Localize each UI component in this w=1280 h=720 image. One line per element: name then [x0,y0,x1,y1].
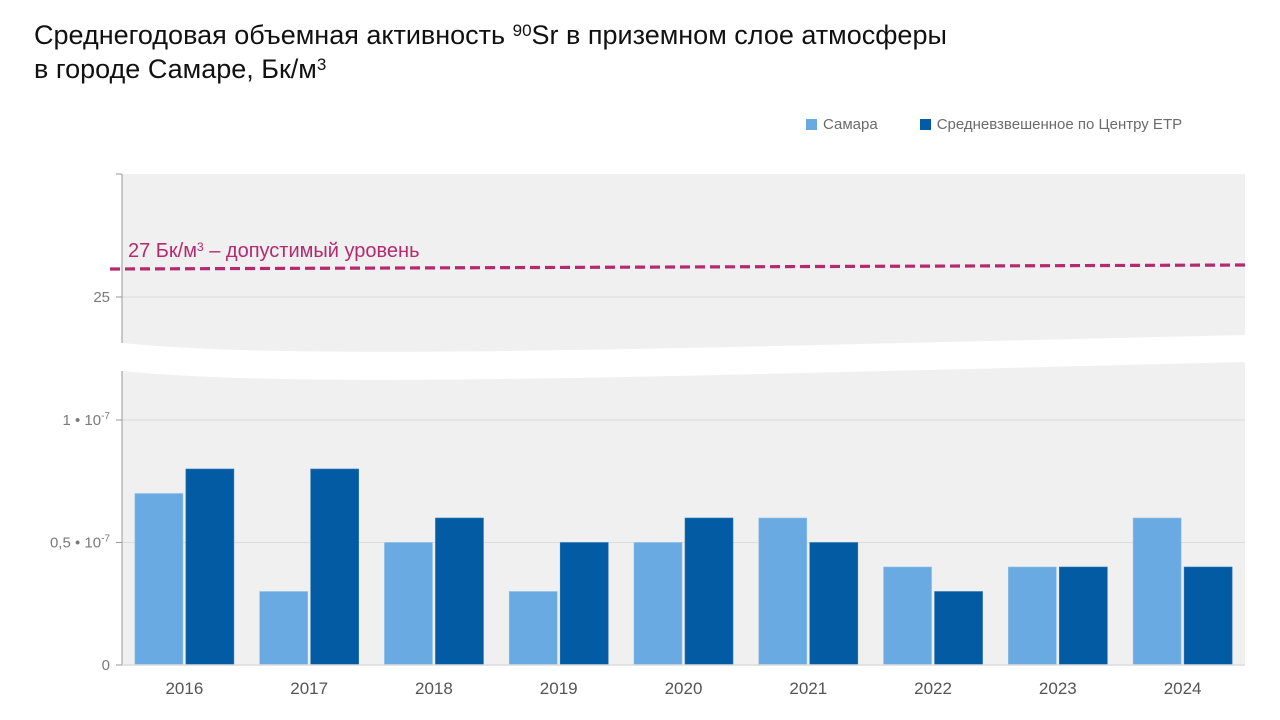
y-tick-label: 1 • 10-7 [62,411,110,429]
title-text-2: в городе Самаре, Бк/м [34,54,317,84]
bar-samara [758,517,808,666]
bar-samara [1008,566,1057,666]
bar-samara [384,542,433,666]
legend: Самара Средневзвешенное по Центру ЕТР [806,116,1182,133]
y-tick-label: 25 [93,289,110,306]
bar-center [559,542,609,666]
x-tick-label: 2022 [914,679,952,698]
bar-samara [883,566,932,666]
bar-samara [508,591,558,666]
legend-label-samara: Самара [823,116,878,133]
bar-center [435,517,484,666]
bar-center [310,468,359,666]
y-tick-exponent: -7 [101,534,110,545]
title-line-2: в городе Самаре, Бк/м3 [34,52,947,86]
chart-title: Среднегодовая объемная активность 90Sr в… [34,18,947,86]
legend-swatch-samara [806,119,817,130]
y-tick-exponent: -7 [101,411,110,422]
bar-center [185,468,235,666]
bar-center [684,517,734,666]
bar-center [934,591,983,666]
x-tick-label: 2019 [540,679,578,698]
x-tick-label: 2018 [415,679,453,698]
limit-reference-line [109,263,1246,271]
title-line-1: Среднегодовая объемная активность 90Sr в… [34,18,947,52]
x-tick-label: 2024 [1164,679,1202,698]
title-text-cont: Sr в приземном слое атмосферы [531,20,947,50]
limit-label-text: 27 Бк/м [128,240,197,262]
x-tick-label: 2016 [165,679,203,698]
bar-center [1183,566,1233,666]
x-tick-label: 2020 [665,679,703,698]
bar-samara [633,542,683,666]
legend-item-center: Средневзвешенное по Центру ЕТР [919,116,1183,133]
bar-center [809,542,859,666]
legend-swatch-center [919,119,931,130]
x-tick-label: 2017 [290,679,328,698]
limit-label: 27 Бк/м3 – допустимый уровень [128,240,420,263]
y-tick-label: 0,5 • 10-7 [50,534,110,552]
title-superscript-2: 3 [316,55,327,74]
limit-label-text-cont: – допустимый уровень [203,240,420,262]
bar-samara [259,591,308,666]
bar-samara [134,493,184,666]
bar-center [1059,566,1108,666]
limit-label-sup: 3 [196,240,204,254]
x-tick-label: 2021 [789,679,827,698]
y-tick-label: 0 [102,657,110,674]
legend-label-center: Средневзвешенное по Центру ЕТР [936,116,1183,133]
x-tick-label: 2023 [1039,679,1077,698]
title-text: Среднегодовая объемная активность [34,20,513,50]
title-superscript: 90 [512,21,532,40]
bar-samara [1132,517,1182,666]
legend-item-samara: Самара [806,116,878,133]
axis-break [122,335,1245,380]
